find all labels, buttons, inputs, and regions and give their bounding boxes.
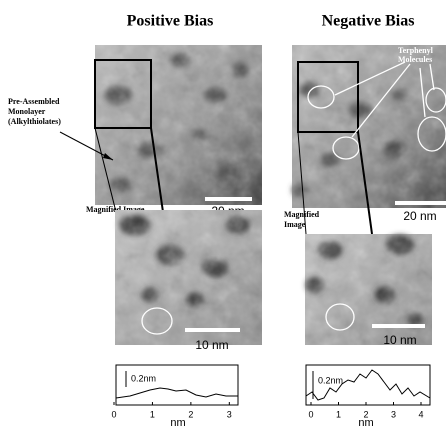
panel-title: Positive Bias (127, 13, 214, 30)
x-tick-label: 0 (111, 409, 116, 419)
annotation-line: (Alkylthiolates) (8, 117, 61, 126)
x-tick-label: 3 (227, 409, 232, 419)
molecules-annotation: Terphenyl Molecules (398, 46, 434, 64)
x-tick-label: 1 (336, 409, 341, 419)
height-label: 0.2nm (131, 373, 156, 383)
scale-label: 10 nm (383, 333, 416, 347)
stm-image (115, 210, 262, 345)
magnified-label: Magnified Image (284, 210, 318, 230)
scale-label: 10 nm (195, 338, 228, 352)
annotation-line: Terphenyl (398, 46, 434, 55)
page: {"panels": [ {"title": "Positive Bias", … (0, 0, 446, 428)
axis-label: nm (170, 417, 185, 428)
stm-image (305, 234, 432, 345)
annotation-line: Monolayer (8, 107, 46, 116)
x-tick-label: 3 (391, 409, 396, 419)
profile-frame (116, 365, 238, 405)
x-tick-label: 2 (188, 409, 193, 419)
x-tick-label: 1 (150, 409, 155, 419)
x-tick-label: 2 (363, 409, 368, 419)
stm-image (95, 45, 262, 205)
panel-title: Negative Bias (322, 13, 415, 30)
annotation-line: Pre-Assembled (8, 97, 60, 106)
x-tick-label: 4 (418, 409, 423, 419)
figure: Positive Bias Negative Bias 20 nm (0, 0, 446, 428)
height-label: 0.2nm (318, 375, 343, 385)
scale-label: 20 nm (403, 209, 436, 223)
stm-image (292, 45, 446, 208)
profile-trace (116, 388, 238, 398)
monolayer-annotation: Pre-Assembled Monolayer (Alkylthiolates) (8, 97, 61, 126)
x-tick-label: 0 (308, 409, 313, 419)
label-box: Magnified Image (284, 210, 324, 234)
annotation-line: Molecules (398, 55, 432, 64)
